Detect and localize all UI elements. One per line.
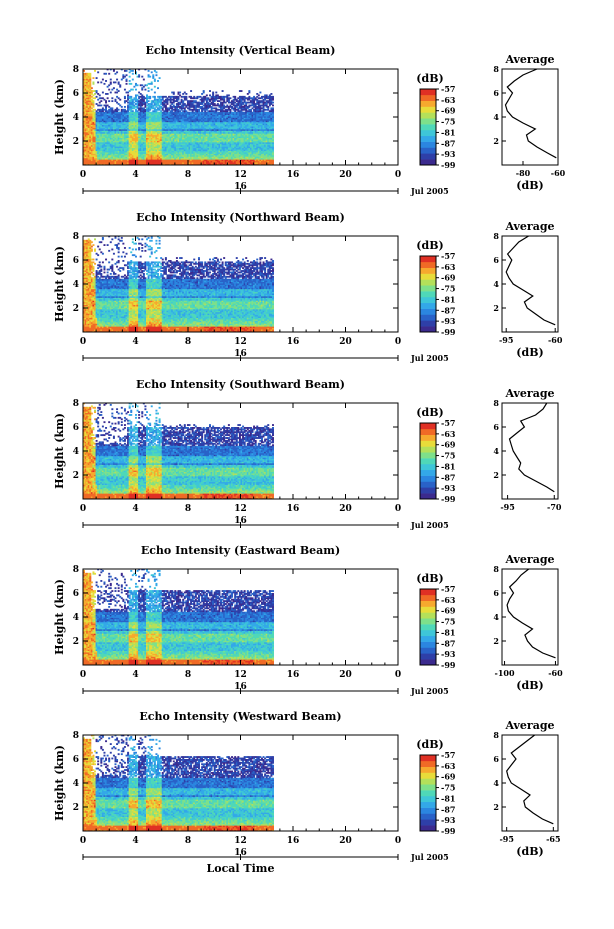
heatmap-cell	[92, 100, 94, 102]
heatmap-cell	[113, 87, 115, 89]
heatmap-cell	[92, 81, 94, 83]
heatmap-cell	[105, 73, 107, 75]
heatmap-cell	[111, 100, 113, 102]
heatmap-cell	[121, 106, 123, 108]
heatmap-cell	[115, 81, 117, 83]
panel-1: Echo Intensity (Vertical Beam)0 4 8 12 16 20 0…	[53, 44, 566, 196]
heatmap-cell	[96, 90, 98, 92]
heatmap-cell	[103, 83, 105, 85]
heatmap-cell	[96, 96, 98, 98]
heatmap-cell	[108, 73, 110, 75]
heatmap-cell	[116, 79, 118, 81]
heatmap-cell	[105, 100, 107, 102]
heatmap-cell	[116, 71, 118, 73]
heatmap-cell	[119, 84, 121, 86]
heatmap-cell	[102, 79, 104, 81]
heatmap-cell	[97, 71, 99, 73]
heatmap-cell	[108, 89, 110, 91]
heatmap-cell	[118, 81, 120, 83]
heatmap-cell	[111, 97, 113, 99]
echo-intensity-figure: Echo Intensity (Vertical Beam)0 4 8 12 16 20 0…	[0, 0, 614, 929]
heatmap-cell	[92, 77, 94, 79]
heatmap-cell	[108, 100, 110, 102]
heatmap-cell	[99, 94, 101, 96]
heatmap-cell	[105, 80, 107, 82]
heatmap-cell	[118, 109, 120, 111]
heatmap-cell	[97, 81, 99, 83]
heatmap-cell	[102, 92, 104, 94]
heatmap-cell	[119, 99, 121, 101]
heatmap-cell	[100, 81, 102, 83]
heatmap-cell	[100, 105, 102, 107]
heatmap	[83, 69, 274, 166]
heatmap-cell	[115, 99, 117, 101]
panel-title: Echo Intensity (Vertical Beam)	[145, 44, 335, 57]
heatmap-cell	[110, 92, 112, 94]
heatmap-cell	[89, 73, 91, 75]
heatmap-cell	[118, 90, 120, 92]
heatmap-cell	[110, 79, 112, 81]
heatmap-cell	[94, 70, 96, 72]
heatmap-cell	[111, 107, 113, 109]
heatmap-cell	[100, 100, 102, 102]
heatmap-cell	[91, 87, 93, 89]
heatmap-cell	[110, 81, 112, 83]
heatmap-cell	[107, 97, 109, 99]
heatmap-cell	[96, 77, 98, 79]
heatmap-cell	[107, 93, 109, 95]
